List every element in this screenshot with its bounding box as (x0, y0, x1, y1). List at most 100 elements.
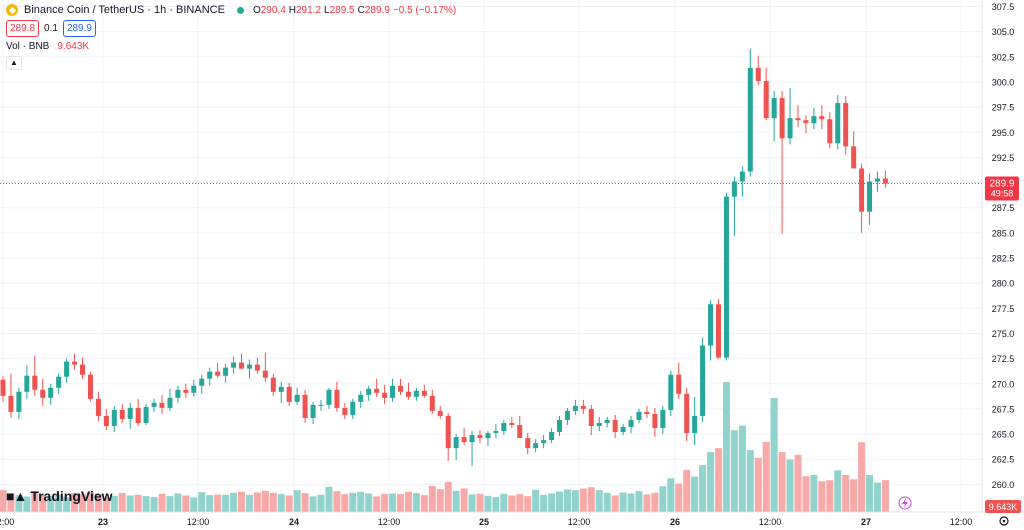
gear-icon[interactable] (999, 516, 1009, 526)
candle-body (716, 304, 721, 358)
candle (64, 358, 70, 383)
candle (358, 390, 364, 408)
candle (72, 353, 78, 370)
candle-body (374, 388, 380, 393)
candle-body (875, 178, 880, 182)
volume-bar (691, 476, 699, 512)
volume-bar (245, 494, 253, 512)
volume-bar (587, 487, 595, 512)
volume-bar (381, 493, 389, 512)
volume-bar (285, 495, 293, 512)
candle (437, 405, 443, 419)
volume-bar (365, 493, 373, 512)
candle (596, 416, 602, 432)
volume-bar (110, 495, 118, 512)
candle (429, 389, 435, 414)
candle-body (358, 394, 364, 402)
volume-bar (619, 492, 627, 512)
candle (56, 373, 62, 394)
candle-body (541, 440, 547, 444)
candle-body (525, 438, 531, 449)
candle (541, 435, 547, 449)
volume-label[interactable]: Vol · BNB (6, 41, 50, 52)
candle-body (477, 435, 483, 439)
tradingview-logo-icon: ■▲ (6, 488, 27, 504)
volume-bar (468, 494, 476, 512)
volume-bar (492, 497, 500, 512)
candle-body (882, 178, 888, 184)
tradingview-logo[interactable]: ■▲ TradingView (6, 488, 113, 504)
volume-bar (603, 492, 611, 512)
close-value: 289.9 (364, 4, 390, 16)
volume-bar (770, 397, 778, 512)
candle-body (143, 406, 149, 423)
candle (549, 428, 555, 444)
volume-bar (7, 493, 15, 512)
chevron-up-icon[interactable]: ▲ (6, 56, 22, 70)
volume-bar (253, 492, 261, 512)
volume-bar (39, 495, 47, 512)
candle (199, 374, 205, 394)
candle (8, 373, 14, 418)
candle-body (604, 419, 610, 423)
volume-bar (460, 488, 468, 512)
buy-button[interactable]: 289.9 (62, 20, 96, 37)
candle-body (668, 374, 674, 410)
candle-body (183, 389, 189, 393)
volume-bar (571, 490, 579, 512)
volume-bar (190, 497, 198, 512)
candle-body (461, 437, 467, 443)
candle (652, 407, 658, 438)
x-tick-label: 12:00 (378, 517, 401, 527)
candle (453, 434, 459, 461)
volume-bar (667, 478, 675, 512)
candle (525, 433, 531, 455)
volume-bars (0, 382, 889, 512)
candle (342, 402, 348, 419)
volume-bar (15, 495, 23, 512)
candle (310, 401, 316, 424)
volume-bar (389, 493, 397, 512)
candle-body (191, 385, 197, 393)
candle (382, 384, 388, 404)
candle-body (159, 402, 165, 408)
volume-bar (556, 491, 563, 512)
volume-bar (794, 454, 802, 512)
candle-body (469, 435, 475, 443)
volume-bar (63, 496, 71, 512)
volume-bar (182, 495, 190, 512)
candle-body (127, 407, 133, 419)
volume-bar (86, 492, 94, 512)
candle (191, 379, 197, 397)
x-tick-label: 26 (670, 517, 680, 527)
price-tag: 289.9 49:58 (985, 176, 1019, 201)
symbol-legend: Binance Coin / TetherUS · 1h · BINANCE O… (6, 3, 456, 17)
y-tick-label: 302.5 (992, 52, 1015, 62)
candle-body (318, 404, 324, 406)
candle-body (254, 364, 260, 371)
candle-body (350, 401, 356, 415)
volume-bar (881, 480, 889, 512)
candle (493, 423, 499, 439)
candle (87, 371, 93, 402)
x-tick-label: 12:00 (568, 517, 591, 527)
volume-bar (707, 452, 715, 512)
volume-bar (818, 481, 826, 512)
candle (366, 385, 372, 401)
candle (485, 431, 491, 447)
symbol-title[interactable]: Binance Coin / TetherUS · 1h · BINANCE (24, 4, 225, 16)
candle (215, 362, 221, 378)
candle-body (135, 407, 141, 423)
sell-button[interactable]: 289.8 (6, 20, 40, 37)
lightning-icon[interactable] (898, 496, 912, 510)
volume-bar (341, 494, 349, 512)
candle (405, 382, 411, 400)
candle (501, 419, 507, 436)
candle (572, 399, 578, 415)
price-tag-countdown: 49:58 (991, 189, 1014, 199)
candle-body (763, 80, 769, 119)
candle (803, 115, 809, 134)
candle-body (588, 408, 594, 427)
y-tick-label: 295.0 (992, 128, 1015, 138)
